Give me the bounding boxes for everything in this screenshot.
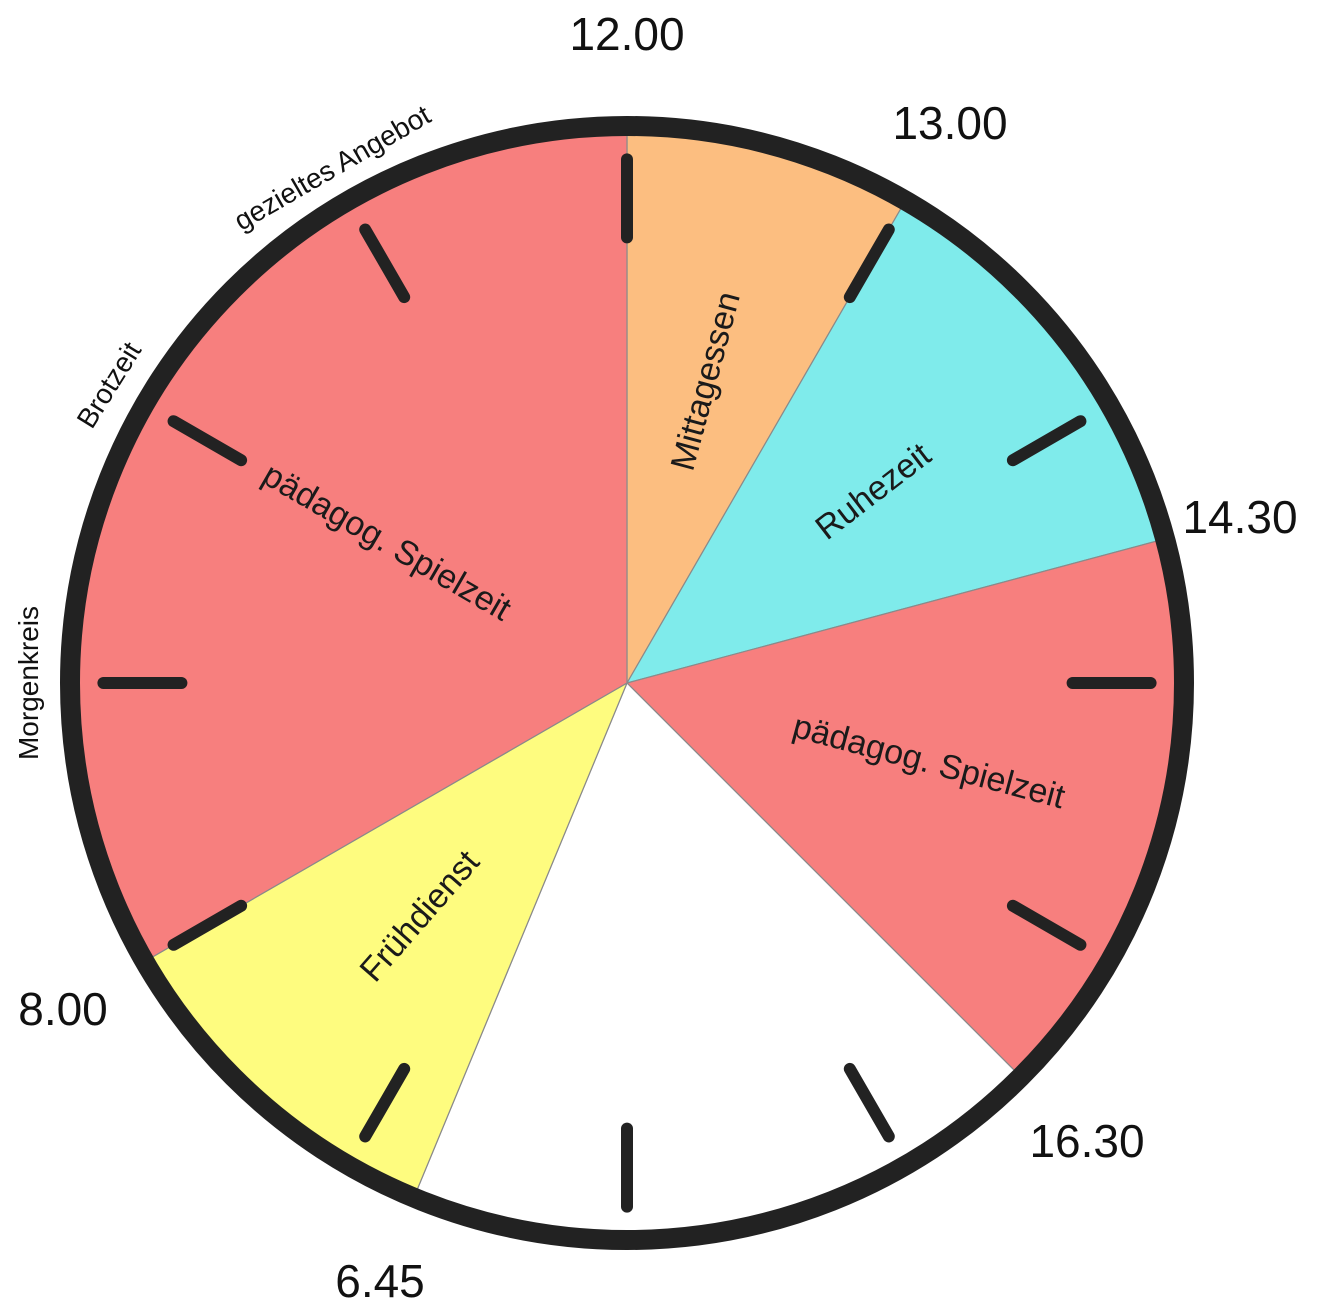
hour-tick-1 — [843, 223, 895, 304]
hour-tick-4 — [1006, 899, 1087, 951]
hour-tick-2 — [1006, 415, 1087, 467]
time-label-13-00: 13.00 — [892, 97, 1007, 149]
hour-tick-5 — [843, 1062, 895, 1143]
schedule-slices — [69, 125, 1185, 1241]
time-label-14-30: 14.30 — [1182, 491, 1297, 543]
time-label-8-00: 8.00 — [18, 983, 108, 1035]
time-label-16-30: 16.30 — [1029, 1115, 1144, 1167]
time-label-12-00: 12.00 — [569, 8, 684, 60]
clock-rim — [60, 116, 1194, 1250]
hour-tick-10 — [167, 415, 248, 467]
hour-tick-8 — [167, 899, 248, 951]
hour-tick-7 — [359, 1062, 411, 1143]
activity-label-morgenkreis: Morgenkreis — [13, 606, 44, 760]
hour-tick-11 — [359, 223, 411, 304]
time-label-6-45: 6.45 — [335, 1255, 425, 1306]
hour-ticks — [97, 153, 1157, 1213]
